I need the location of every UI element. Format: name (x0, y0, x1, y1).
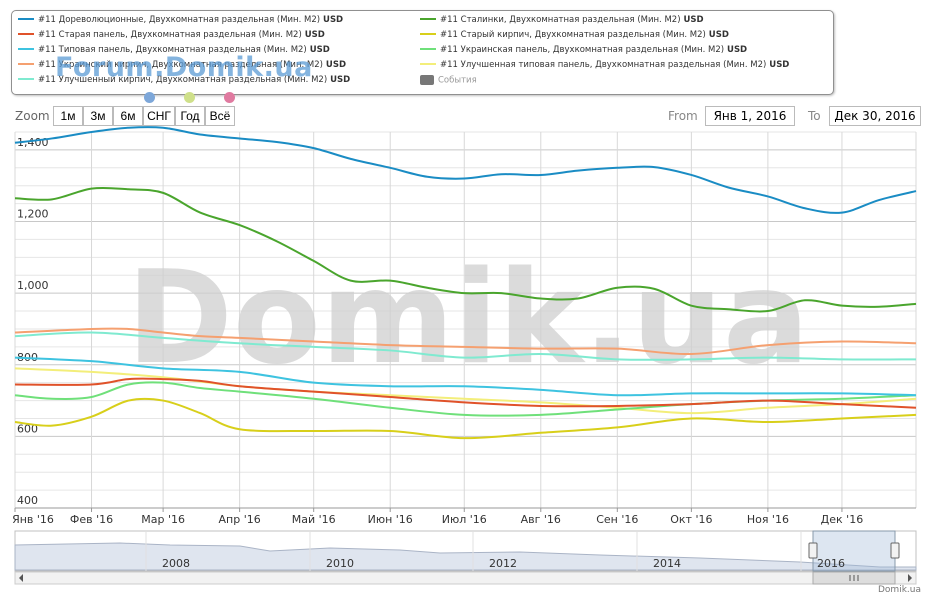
x-tick-label: Апр '16 (219, 513, 261, 526)
legend-label: #11 Украинская панель, Двухкомнатная раз… (440, 45, 725, 55)
legend-item[interactable]: #11 Старая панель, Двухкомнатная раздель… (18, 30, 325, 44)
legend-swatch (18, 17, 34, 20)
legend-unit: USD (705, 30, 729, 40)
x-tick-label: Июн '16 (368, 513, 413, 526)
x-tick-label: Сен '16 (596, 513, 638, 526)
legend-unit: USD (680, 15, 704, 25)
legend-swatch (420, 62, 436, 65)
x-tick-label: Янв '16 (12, 513, 54, 526)
series-line (14, 186, 917, 313)
legend-item[interactable]: #11 Украинская панель, Двухкомнатная раз… (420, 45, 747, 59)
legend-item[interactable]: События (420, 75, 477, 89)
legend-swatch (420, 32, 436, 35)
navigator-year-label: 2016 (817, 557, 845, 570)
legend-swatch (420, 75, 434, 85)
to-date-input[interactable]: Дек 30, 2016 (829, 106, 921, 126)
legend-swatch (420, 47, 436, 50)
legend-unit: USD (320, 15, 344, 25)
navigator-year-label: 2008 (162, 557, 190, 570)
x-tick-label: Мар '16 (141, 513, 185, 526)
watermark-dot (144, 92, 155, 103)
legend-label: #11 Типовая панель, Двухкомнатная раздел… (38, 45, 307, 55)
legend-item[interactable]: #11 Старый кирпич, Двухкомнатная раздель… (420, 30, 729, 44)
series-line (14, 397, 917, 440)
from-date-input[interactable]: Янв 1, 2016 (705, 106, 795, 126)
series-line (14, 367, 917, 415)
watermark-dots (144, 88, 264, 107)
scroll-left-arrow[interactable] (19, 574, 23, 582)
credit-link[interactable]: Domik.ua (878, 585, 921, 595)
legend-item[interactable]: #11 Украинский кирпич, Двухкомнатная раз… (18, 60, 346, 74)
legend-unit: USD (724, 45, 748, 55)
x-tick-label: Авг '16 (521, 513, 561, 526)
zoom-all-button[interactable]: Всё (205, 106, 235, 126)
x-tick-label: Фев '16 (70, 513, 113, 526)
zoom-ytd-button[interactable]: СНГ (143, 106, 175, 126)
navigator-series (14, 542, 917, 571)
legend-swatch (18, 32, 34, 35)
legend-swatch (420, 17, 436, 20)
x-tick-label: Июл '16 (442, 513, 487, 526)
watermark-dot (184, 92, 195, 103)
y-tick-label: 1,200 (17, 208, 49, 221)
to-label: To (808, 109, 821, 123)
domik-watermark: Domik.ua (127, 244, 810, 393)
legend-label: #11 Улучшенная типовая панель, Двухкомна… (440, 60, 767, 70)
series-line (14, 327, 917, 356)
legend-label: #11 Старая панель, Двухкомнатная раздель… (38, 30, 302, 40)
legend-unit: USD (306, 45, 330, 55)
series-line (14, 356, 917, 397)
zoom-6m-button[interactable]: 6м (113, 106, 143, 126)
series-line (14, 126, 917, 214)
x-tick-label: Дек '16 (821, 513, 864, 526)
zoom-1m-button[interactable]: 1м (53, 106, 83, 126)
legend-item[interactable]: #11 Типовая панель, Двухкомнатная раздел… (18, 45, 330, 59)
navigator-handle[interactable] (808, 542, 818, 559)
legend: #11 Дореволюционные, Двухкомнатная разде… (11, 10, 834, 95)
legend-item[interactable]: #11 Дореволюционные, Двухкомнатная разде… (18, 15, 343, 29)
zoom-1y-button[interactable]: Год (175, 106, 205, 126)
navigator-year-label: 2014 (653, 557, 681, 570)
navigator-handle[interactable] (890, 542, 900, 559)
y-tick-label: 600 (17, 422, 38, 435)
scrollbar-track[interactable] (14, 571, 917, 585)
from-label: From (668, 109, 698, 123)
legend-unit: USD (327, 75, 351, 85)
navigator-year-label: 2010 (326, 557, 354, 570)
legend-label: #11 Сталинки, Двухкомнатная раздельная (… (440, 15, 681, 25)
x-tick-label: Окт '16 (670, 513, 712, 526)
x-tick-label: Май '16 (292, 513, 336, 526)
legend-swatch (18, 77, 34, 80)
legend-swatch (18, 62, 34, 65)
legend-unit: USD (301, 30, 325, 40)
series-line (14, 377, 917, 409)
legend-unit: USD (322, 60, 347, 70)
navigator-year-label: 2012 (489, 557, 517, 570)
watermark-dot (224, 92, 235, 103)
x-tick-label: Ноя '16 (747, 513, 789, 526)
legend-item[interactable]: #11 Сталинки, Двухкомнатная раздельная (… (420, 15, 704, 29)
y-tick-label: 1,000 (17, 279, 49, 292)
scroll-right-arrow[interactable] (908, 574, 912, 582)
legend-item[interactable]: #11 Улучшенный кирпич, Двухкомнатная раз… (18, 75, 350, 89)
navigator-selection (812, 530, 896, 572)
legend-swatch (18, 47, 34, 50)
legend-label: #11 Украинский кирпич, Двухкомнатная раз… (38, 60, 323, 70)
y-tick-label: 400 (17, 494, 38, 507)
legend-label: События (438, 75, 477, 86)
forum-watermark: Forum.Domik.ua (55, 52, 313, 83)
legend-item[interactable]: #11 Улучшенная типовая панель, Двухкомна… (420, 60, 789, 74)
zoom-3m-button[interactable]: 3м (83, 106, 113, 126)
legend-label: #11 Старый кирпич, Двухкомнатная раздель… (440, 30, 706, 40)
legend-label: #11 Дореволюционные, Двухкомнатная разде… (38, 15, 321, 25)
legend-unit: USD (766, 60, 790, 70)
series-line (14, 331, 917, 361)
legend-label: #11 Улучшенный кирпич, Двухкомнатная раз… (38, 75, 328, 85)
zoom-label: Zoom (15, 109, 50, 123)
